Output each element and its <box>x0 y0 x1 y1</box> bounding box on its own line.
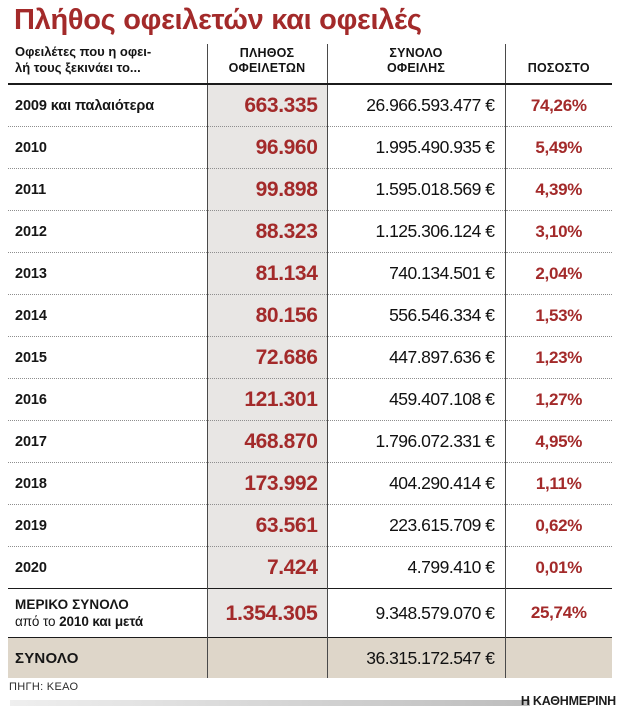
table-body: 2009 και παλαιότερα 663.335 26.966.593.477… <box>8 84 612 678</box>
cell-percent: 4,39% <box>504 168 612 211</box>
cell-grand-total-count <box>206 637 327 678</box>
cell-period: 2009 και παλαιότερα <box>8 84 207 127</box>
column-header-count-line1: ΠΛΗΘΟΣ <box>239 46 295 60</box>
cell-total-debt: 4.799.410 € <box>326 546 505 589</box>
brand-rule <box>10 700 530 706</box>
cell-percent: 1,27% <box>504 378 612 421</box>
cell-period: 2018 <box>8 462 207 505</box>
column-header-label-line1: Οφειλέτες που η οφει- <box>15 44 152 59</box>
cell-subtotal-count: 1.354.305 <box>206 588 327 638</box>
table-row: 2012 88.323 1.125.306.124 €3,10% <box>8 210 612 253</box>
column-header-sum-line2: ΟΦΕΙΛΗΣ <box>386 61 446 75</box>
cell-period: 2019 <box>8 504 207 547</box>
column-header-sum-line1: ΣΥΝΟΛΟ <box>389 46 443 60</box>
table-row: 2009 και παλαιότερα 663.335 26.966.593.477… <box>8 84 612 127</box>
cell-grand-total-debt: 36.315.172.547 € <box>326 637 505 678</box>
column-header-label: Οφειλέτες που η οφει- λή τους ξεκινάει τ… <box>8 44 207 85</box>
table-row: 2013 81.134 740.134.501 €2,04% <box>8 252 612 295</box>
debtors-table: Οφειλέτες που η οφει- λή τους ξεκινάει τ… <box>8 44 612 678</box>
subtotal-label-line1: ΜΕΡΙΚΟ ΣΥΝΟΛΟ <box>15 597 129 612</box>
cell-percent: 2,04% <box>504 252 612 295</box>
cell-debtor-count: 88.323 <box>206 210 327 253</box>
cell-debtor-count: 173.992 <box>206 462 327 505</box>
cell-percent: 5,49% <box>504 126 612 169</box>
cell-period: 2015 <box>8 336 207 379</box>
cell-total-debt: 1.796.072.331 € <box>326 420 505 463</box>
cell-total-debt: 1.125.306.124 € <box>326 210 505 253</box>
cell-total-debt: 1.995.490.935 € <box>326 126 505 169</box>
page-title: Πλήθος οφειλετών και οφειλές <box>14 4 422 36</box>
cell-subtotal-percent: 25,74% <box>504 588 612 638</box>
source-note: ΠΗΓΗ: ΚΕΑΟ <box>9 681 79 693</box>
column-header-label-line2: λή τους ξεκινάει το... <box>15 60 141 75</box>
cell-debtor-count: 663.335 <box>206 84 327 127</box>
cell-period: 2011 <box>8 168 207 211</box>
cell-percent: 1,53% <box>504 294 612 337</box>
table-row: 2014 80.156 556.546.334 €1,53% <box>8 294 612 337</box>
cell-period: 2012 <box>8 210 207 253</box>
cell-period: 2013 <box>8 252 207 295</box>
cell-subtotal-debt: 9.348.579.070 € <box>326 588 505 638</box>
cell-debtor-count: 63.561 <box>206 504 327 547</box>
cell-percent: 1,23% <box>504 336 612 379</box>
cell-debtor-count: 96.960 <box>206 126 327 169</box>
cell-percent: 3,10% <box>504 210 612 253</box>
table-row: 2017 468.870 1.796.072.331 €4,95% <box>8 420 612 463</box>
cell-period: 2020 <box>8 546 207 589</box>
cell-debtor-count: 468.870 <box>206 420 327 463</box>
column-header-count-line2: ΟΦΕΙΛΕΤΩΝ <box>228 61 306 75</box>
cell-subtotal-label: ΜΕΡΙΚΟ ΣΥΝΟΛΟ από το 2010 και μετά <box>8 588 207 638</box>
cell-percent: 0,01% <box>504 546 612 589</box>
cell-total-debt: 26.966.593.477 € <box>326 84 505 127</box>
subtotal-row: ΜΕΡΙΚΟ ΣΥΝΟΛΟ από το 2010 και μετά 1.354.3… <box>8 588 612 638</box>
cell-period: 2016 <box>8 378 207 421</box>
cell-period: 2010 <box>8 126 207 169</box>
cell-debtor-count: 81.134 <box>206 252 327 295</box>
cell-total-debt: 223.615.709 € <box>326 504 505 547</box>
table-row: 2020 7.424 4.799.410 €0,01% <box>8 546 612 589</box>
column-header-sum: ΣΥΝΟΛΟ ΟΦΕΙΛΗΣ <box>326 44 505 85</box>
table-row: 2010 96.960 1.995.490.935 €5,49% <box>8 126 612 169</box>
table-row: 2019 63.561 223.615.709 €0,62% <box>8 504 612 547</box>
cell-debtor-count: 7.424 <box>206 546 327 589</box>
cell-total-debt: 556.546.334 € <box>326 294 505 337</box>
cell-percent: 74,26% <box>504 84 612 127</box>
table-row: 2011 99.898 1.595.018.569 €4,39% <box>8 168 612 211</box>
cell-total-debt: 1.595.018.569 € <box>326 168 505 211</box>
cell-total-debt: 404.290.414 € <box>326 462 505 505</box>
column-header-count: ΠΛΗΘΟΣ ΟΦΕΙΛΕΤΩΝ <box>206 44 327 85</box>
cell-grand-total-label: ΣΥΝΟΛΟ <box>8 637 207 678</box>
cell-percent: 0,62% <box>504 504 612 547</box>
cell-period: 2017 <box>8 420 207 463</box>
column-header-percent: ΠΟΣΟΣΤΟ <box>504 44 612 85</box>
cell-period: 2014 <box>8 294 207 337</box>
brand-label: Η ΚΑΘΗΜΕΡΙΝΗ <box>520 694 616 708</box>
cell-debtor-count: 80.156 <box>206 294 327 337</box>
table-row: 2015 72.686 447.897.636 €1,23% <box>8 336 612 379</box>
cell-total-debt: 459.407.108 € <box>326 378 505 421</box>
table-row: 2018 173.992 404.290.414 €1,11% <box>8 462 612 505</box>
cell-debtor-count: 99.898 <box>206 168 327 211</box>
cell-debtor-count: 72.686 <box>206 336 327 379</box>
cell-total-debt: 447.897.636 € <box>326 336 505 379</box>
cell-percent: 1,11% <box>504 462 612 505</box>
table-header: Οφειλέτες που η οφει- λή τους ξεκινάει τ… <box>8 44 612 85</box>
table-container: Οφειλέτες που η οφει- λή τους ξεκινάει τ… <box>8 44 612 678</box>
cell-debtor-count: 121.301 <box>206 378 327 421</box>
cell-total-debt: 740.134.501 € <box>326 252 505 295</box>
subtotal-label-line2: από το 2010 και μετά <box>15 614 144 629</box>
grand-total-row: ΣΥΝΟΛΟ 36.315.172.547 € <box>8 637 612 678</box>
cell-grand-total-percent <box>504 637 612 678</box>
header-row: Οφειλέτες που η οφει- λή τους ξεκινάει τ… <box>8 44 612 85</box>
cell-percent: 4,95% <box>504 420 612 463</box>
table-row: 2016 121.301 459.407.108 €1,27% <box>8 378 612 421</box>
